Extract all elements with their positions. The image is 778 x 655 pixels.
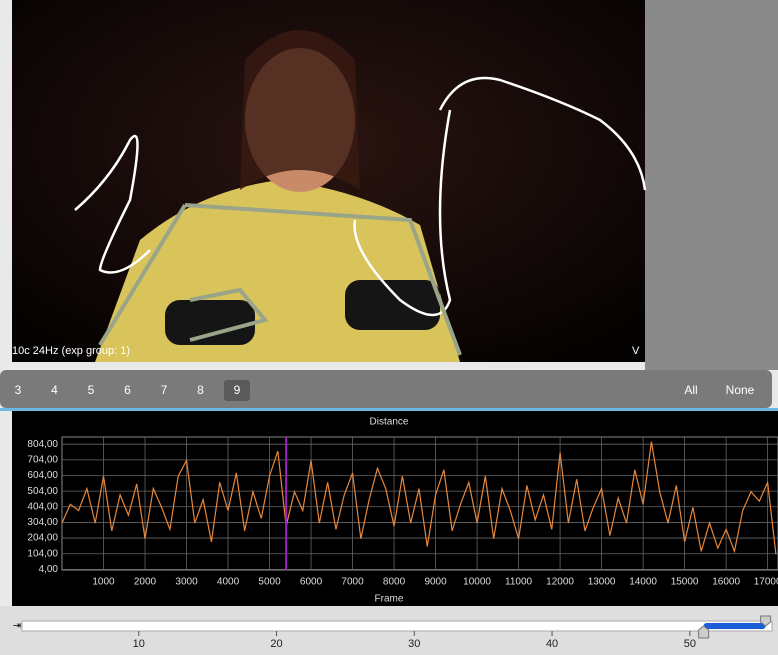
tab[interactable]: 7 bbox=[161, 383, 168, 397]
tab-button[interactable]: None bbox=[726, 383, 755, 397]
x-tick-label: 17000 bbox=[754, 577, 778, 588]
y-tick-label: 604,00 bbox=[27, 470, 58, 481]
glove bbox=[165, 300, 255, 345]
y-tick-label: 504,00 bbox=[27, 486, 58, 497]
timeline-icon: ⇥ bbox=[13, 621, 21, 632]
x-tick-label: 14000 bbox=[629, 577, 657, 588]
x-tick-label: 3000 bbox=[175, 577, 198, 588]
tab[interactable]: 4 bbox=[51, 383, 58, 397]
x-tick-label: 11000 bbox=[505, 577, 533, 588]
data-line bbox=[61, 441, 777, 555]
timeline-tick-label: 50 bbox=[684, 638, 696, 650]
timeline-selection bbox=[703, 623, 766, 629]
y-tick-label: 304,00 bbox=[27, 517, 58, 528]
tab-button[interactable]: All bbox=[684, 383, 697, 397]
y-tick-label: 4,00 bbox=[39, 564, 59, 575]
range-handle[interactable] bbox=[760, 615, 772, 627]
chart-title: Distance bbox=[370, 417, 409, 428]
range-handle[interactable] bbox=[698, 625, 710, 639]
side-panel bbox=[645, 0, 778, 370]
y-tick-label: 104,00 bbox=[27, 548, 58, 559]
x-tick-label: 7000 bbox=[341, 577, 364, 588]
x-tick-label: 15000 bbox=[671, 577, 699, 588]
y-tick-label: 804,00 bbox=[27, 439, 58, 450]
glove bbox=[345, 280, 440, 330]
subject-hair bbox=[240, 30, 360, 190]
x-tick-label: 12000 bbox=[546, 577, 574, 588]
tab[interactable]: 8 bbox=[197, 383, 204, 397]
tab-bar bbox=[0, 370, 772, 408]
y-tick-label: 204,00 bbox=[27, 533, 58, 544]
x-tick-label: 2000 bbox=[134, 577, 157, 588]
tab[interactable]: 5 bbox=[88, 383, 95, 397]
separator bbox=[0, 408, 778, 411]
plot-frame bbox=[61, 436, 778, 571]
x-tick-label: 5000 bbox=[258, 577, 281, 588]
x-tick-label: 4000 bbox=[217, 577, 240, 588]
timeline-tick-label: 10 bbox=[133, 638, 145, 650]
video-label: 10c 24Hz (exp group: 1) bbox=[12, 345, 130, 357]
skeleton bbox=[98, 203, 462, 356]
timeline-tick-label: 40 bbox=[546, 638, 558, 650]
x-tick-label: 16000 bbox=[712, 577, 740, 588]
timeline-track bbox=[21, 620, 773, 632]
x-tick-label: 6000 bbox=[300, 577, 323, 588]
tab[interactable]: 6 bbox=[124, 383, 131, 397]
x-tick-label: 10000 bbox=[463, 577, 491, 588]
timeline-tick-label: 20 bbox=[270, 638, 282, 650]
x-tick-label: 8000 bbox=[383, 577, 406, 588]
y-tick-label: 404,00 bbox=[27, 501, 58, 512]
video-corner: V bbox=[632, 345, 640, 357]
timeline-tick-label: 30 bbox=[408, 638, 420, 650]
x-tick-label: 1000 bbox=[92, 577, 115, 588]
tab-active bbox=[224, 380, 250, 401]
x-tick-label: 13000 bbox=[588, 577, 616, 588]
x-tick-label: 9000 bbox=[424, 577, 447, 588]
tab[interactable]: 9 bbox=[234, 383, 241, 397]
y-tick-label: 704,00 bbox=[27, 454, 58, 465]
x-axis-label: Frame bbox=[375, 594, 404, 605]
tab[interactable]: 3 bbox=[15, 383, 22, 397]
